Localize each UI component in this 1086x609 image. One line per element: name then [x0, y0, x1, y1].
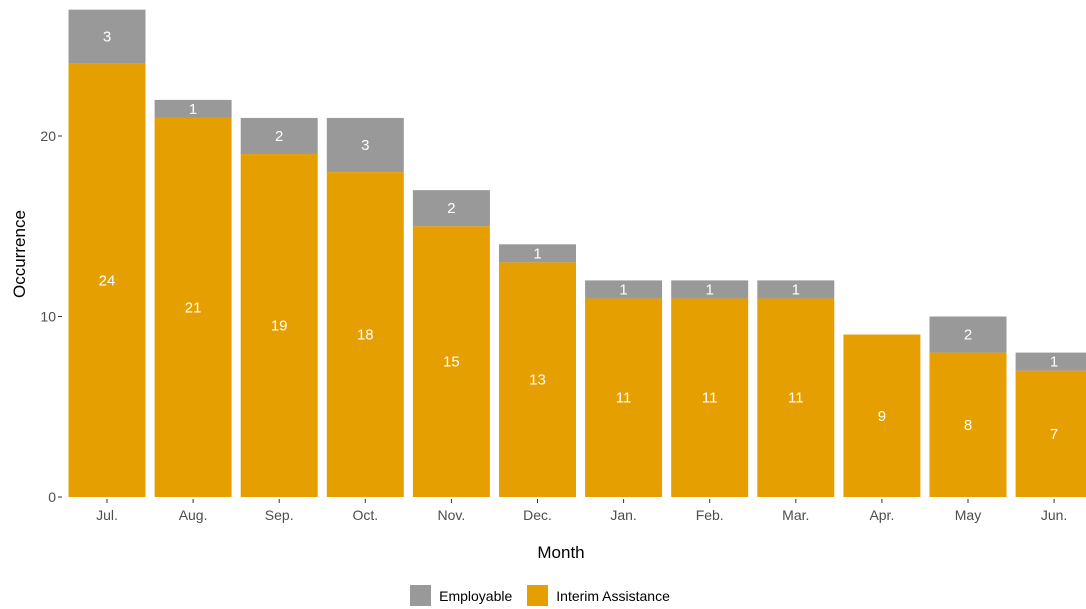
y-tick-label-0: 0 [48, 489, 56, 505]
x-tick-label-apr: Apr. [869, 507, 894, 523]
bar-label-interim-assistance-jun: 7 [1050, 426, 1058, 443]
bar-interim-assistance-may [929, 352, 1007, 497]
bar-label-interim-assistance-sep: 19 [271, 318, 288, 335]
bar-label-interim-assistance-dec: 13 [529, 372, 546, 389]
x-tick-label-nov: Nov. [438, 507, 466, 523]
bar-employable-dec [499, 244, 576, 263]
legend-item-interim-assistance: Interim Assistance [527, 585, 676, 606]
bar-label-employable-mar: 1 [792, 281, 800, 298]
bar-label-employable-jun: 1 [1050, 354, 1058, 371]
bar-label-employable-oct: 3 [361, 137, 369, 154]
bar-interim-assistance-mar [757, 298, 835, 497]
x-tick-label-jan: Jan. [610, 507, 636, 523]
x-tick-label-jun: Jun. [1041, 507, 1067, 523]
x-axis: Jul. Aug. Sep. Oct. Nov. Dec. Jan. Feb. Mar. Apr.… [96, 499, 1067, 523]
legend-key-interim-assistance [527, 585, 549, 606]
bar-employable-aug [154, 99, 232, 118]
legend-label-interim-assistance: Interim Assistance [556, 587, 670, 604]
bar-interim-assistance-sep [240, 154, 318, 498]
bar-interim-assistance-feb [671, 298, 749, 497]
bar-employable-feb [671, 280, 749, 299]
bar-label-employable-dec: 1 [533, 245, 541, 262]
bar-label-employable-may: 2 [964, 327, 972, 344]
bars-layer [68, 9, 1086, 498]
bar-label-interim-assistance-jan: 11 [616, 390, 632, 407]
bar-label-interim-assistance-apr: 9 [878, 408, 886, 425]
x-tick-label-may: May [955, 507, 981, 523]
bar-interim-assistance-jul [68, 63, 146, 498]
bar-interim-assistance-aug [154, 117, 232, 497]
y-tick-label-20: 20 [40, 128, 56, 144]
bar-interim-assistance-jan [585, 298, 663, 497]
y-axis: 0 10 20 [40, 128, 62, 505]
x-tick-label-jul: Jul. [96, 507, 118, 523]
legend-label-employable: Employable [439, 587, 513, 604]
bar-label-interim-assistance-jul: 24 [99, 272, 116, 289]
bar-employable-may [929, 316, 1007, 353]
legend: Employable Interim Assistance [0, 585, 1086, 606]
x-tick-label-mar: Mar. [782, 507, 809, 523]
bar-label-interim-assistance-may: 8 [964, 417, 972, 434]
bar-label-interim-assistance-nov: 15 [443, 354, 460, 371]
x-axis-title: Month [537, 543, 584, 562]
bar-interim-assistance-oct [326, 172, 404, 497]
bar-employable-sep [240, 117, 318, 155]
bar-employable-mar [757, 280, 835, 299]
bar-label-interim-assistance-feb: 11 [702, 390, 718, 407]
bar-employable-oct [326, 117, 404, 173]
bar-employable-jun [1015, 352, 1086, 371]
bar-label-interim-assistance-oct: 18 [357, 327, 374, 344]
bar-label-employable-aug: 1 [189, 101, 197, 118]
bar-interim-assistance-jun [1015, 370, 1086, 497]
legend-item-employable: Employable [410, 585, 518, 606]
bar-employable-jul [68, 9, 146, 64]
bar-interim-assistance-nov [412, 226, 490, 497]
y-tick-label-10: 10 [40, 309, 56, 325]
legend-key-employable [410, 585, 432, 606]
x-tick-label-feb: Feb. [696, 507, 724, 523]
bar-label-employable-jan: 1 [619, 281, 627, 298]
bar-label-employable-nov: 2 [447, 200, 455, 217]
bar-employable-nov [412, 190, 490, 227]
bar-label-employable-feb: 1 [706, 281, 714, 298]
y-axis-title: Occurrence [10, 210, 29, 298]
bar-label-employable-sep: 2 [275, 128, 283, 145]
bar-employable-jan [585, 280, 663, 299]
bar-interim-assistance-dec [499, 262, 576, 497]
bar-label-employable-jul: 3 [103, 29, 111, 46]
bar-interim-assistance-apr [843, 334, 921, 497]
bar-label-interim-assistance-aug: 21 [185, 299, 202, 316]
x-tick-label-dec: Dec. [523, 507, 552, 523]
x-tick-label-sep: Sep. [265, 507, 294, 523]
x-tick-label-oct: Oct. [352, 507, 378, 523]
bar-label-interim-assistance-mar: 11 [788, 390, 804, 407]
x-tick-label-aug: Aug. [179, 507, 208, 523]
